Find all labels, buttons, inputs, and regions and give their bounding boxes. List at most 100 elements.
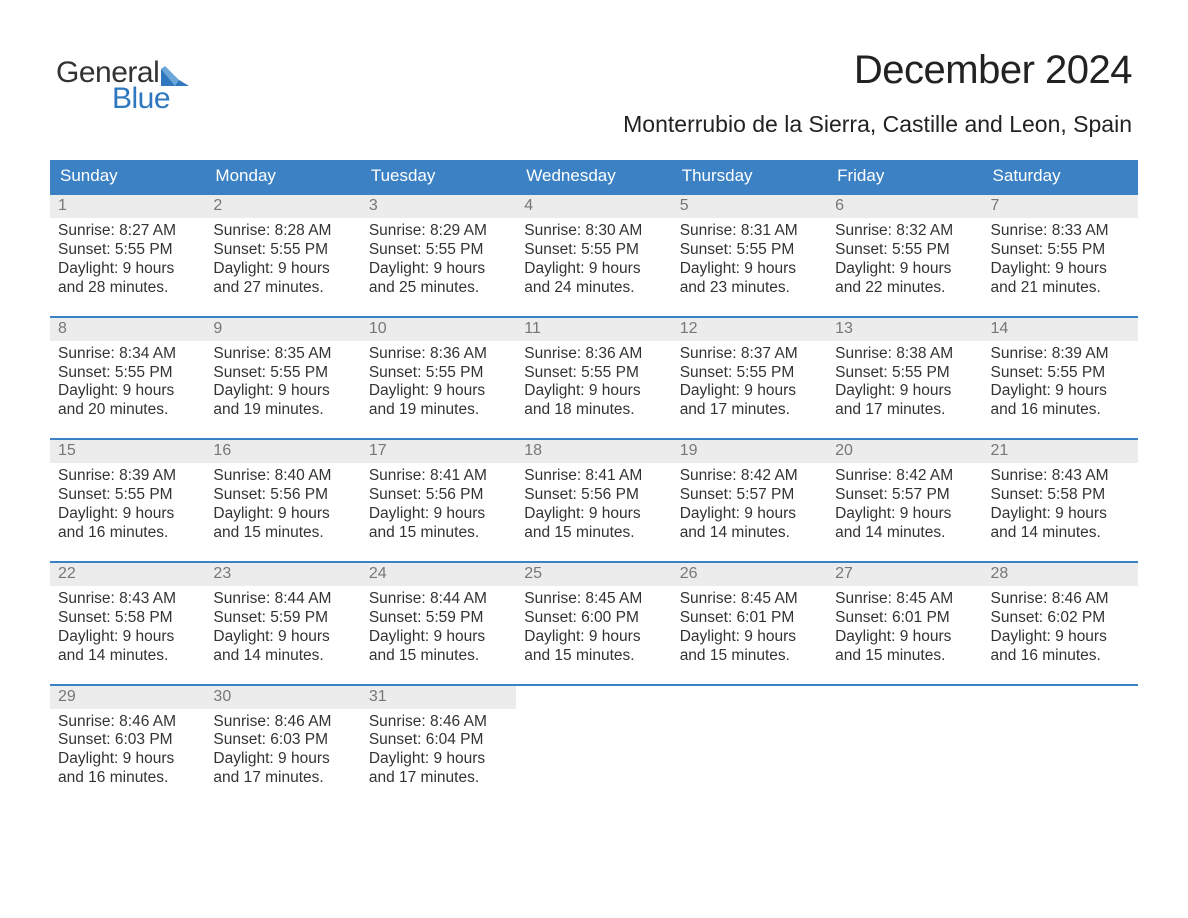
daylight-line-1: Daylight: 9 hours [58,628,197,647]
sunrise-line: Sunrise: 8:44 AM [369,590,508,609]
day-body: Sunrise: 8:33 AMSunset: 5:55 PMDaylight:… [983,218,1138,298]
calendar-day: 13Sunrise: 8:38 AMSunset: 5:55 PMDayligh… [827,318,982,421]
daylight-line-1: Daylight: 9 hours [213,628,352,647]
daylight-line-1: Daylight: 9 hours [58,750,197,769]
calendar-day: 21Sunrise: 8:43 AMSunset: 5:58 PMDayligh… [983,440,1138,543]
sunset-line: Sunset: 6:01 PM [835,609,974,628]
sunset-line: Sunset: 5:57 PM [680,486,819,505]
day-number: 3 [361,195,516,218]
sunrise-line: Sunrise: 8:42 AM [680,467,819,486]
daylight-line-1: Daylight: 9 hours [835,260,974,279]
calendar-day: 28Sunrise: 8:46 AMSunset: 6:02 PMDayligh… [983,563,1138,666]
daylight-line-1: Daylight: 9 hours [58,382,197,401]
day-number: 27 [827,563,982,586]
daylight-line-1: Daylight: 9 hours [680,628,819,647]
day-body: Sunrise: 8:46 AMSunset: 6:03 PMDaylight:… [50,709,205,789]
sunrise-line: Sunrise: 8:30 AM [524,222,663,241]
day-number: 18 [516,440,671,463]
sunrise-line: Sunrise: 8:27 AM [58,222,197,241]
day-number: 14 [983,318,1138,341]
daylight-line-2: and 15 minutes. [213,524,352,543]
daylight-line-2: and 21 minutes. [991,279,1130,298]
sunrise-line: Sunrise: 8:44 AM [213,590,352,609]
weekday-header: Saturday [983,160,1138,193]
page-title: December 2024 [623,48,1132,93]
daylight-line-1: Daylight: 9 hours [58,260,197,279]
sunset-line: Sunset: 6:00 PM [524,609,663,628]
daylight-line-1: Daylight: 9 hours [835,505,974,524]
day-body: Sunrise: 8:27 AMSunset: 5:55 PMDaylight:… [50,218,205,298]
calendar-day: 4Sunrise: 8:30 AMSunset: 5:55 PMDaylight… [516,195,671,298]
day-number: 20 [827,440,982,463]
daylight-line-2: and 15 minutes. [524,647,663,666]
daylight-line-1: Daylight: 9 hours [991,382,1130,401]
daylight-line-1: Daylight: 9 hours [213,505,352,524]
day-body: Sunrise: 8:38 AMSunset: 5:55 PMDaylight:… [827,341,982,421]
calendar-day: 23 Sunrise: 8:44 AMSunset: 5:59 PMDayligh… [205,563,360,666]
calendar-day: 20Sunrise: 8:42 AMSunset: 5:57 PMDayligh… [827,440,982,543]
daylight-line-2: and 18 minutes. [524,401,663,420]
sunrise-line: Sunrise: 8:38 AM [835,345,974,364]
sunrise-line: Sunrise: 8:35 AM [213,345,352,364]
sunrise-line: Sunrise: 8:45 AM [835,590,974,609]
day-number: . [672,686,827,709]
sunrise-line: Sunrise: 8:29 AM [369,222,508,241]
sunset-line: Sunset: 5:55 PM [680,241,819,260]
daylight-line-2: and 17 minutes. [369,769,508,788]
day-number: 23 [205,563,360,586]
daylight-line-2: and 17 minutes. [213,769,352,788]
day-body: Sunrise: 8:30 AMSunset: 5:55 PMDaylight:… [516,218,671,298]
calendar-week: 15Sunrise: 8:39 AMSunset: 5:55 PMDayligh… [50,438,1138,543]
calendar-day: 19Sunrise: 8:42 AMSunset: 5:57 PMDayligh… [672,440,827,543]
day-body: Sunrise: 8:34 AMSunset: 5:55 PMDaylight:… [50,341,205,421]
sunrise-line: Sunrise: 8:41 AM [369,467,508,486]
daylight-line-2: and 16 minutes. [58,769,197,788]
daylight-line-1: Daylight: 9 hours [680,382,819,401]
day-number: 13 [827,318,982,341]
brand-word-2: Blue [112,84,189,114]
calendar-day: 25Sunrise: 8:45 AMSunset: 6:00 PMDayligh… [516,563,671,666]
day-body: Sunrise: 8:45 AMSunset: 6:00 PMDaylight:… [516,586,671,666]
daylight-line-1: Daylight: 9 hours [524,260,663,279]
calendar-day: 29Sunrise: 8:46 AMSunset: 6:03 PMDayligh… [50,686,205,789]
calendar-week: 8Sunrise: 8:34 AMSunset: 5:55 PMDaylight… [50,316,1138,421]
daylight-line-2: and 27 minutes. [213,279,352,298]
sunrise-line: Sunrise: 8:33 AM [991,222,1130,241]
day-number: 2 [205,195,360,218]
day-body: Sunrise: 8:36 AMSunset: 5:55 PMDaylight:… [361,341,516,421]
sunset-line: Sunset: 6:04 PM [369,731,508,750]
sunset-line: Sunset: 6:03 PM [58,731,197,750]
weekday-header: Monday [205,160,360,193]
sunrise-line: Sunrise: 8:28 AM [213,222,352,241]
sunset-line: Sunset: 6:02 PM [991,609,1130,628]
day-number: . [516,686,671,709]
daylight-line-1: Daylight: 9 hours [680,260,819,279]
calendar-week: 1Sunrise: 8:27 AMSunset: 5:55 PMDaylight… [50,193,1138,298]
sunset-line: Sunset: 5:55 PM [835,241,974,260]
day-number: 17 [361,440,516,463]
daylight-line-2: and 19 minutes. [369,401,508,420]
page: General Blue December 2024 Monterrubio d… [0,0,1188,918]
sunrise-line: Sunrise: 8:37 AM [680,345,819,364]
calendar-day: 9Sunrise: 8:35 AMSunset: 5:55 PMDaylight… [205,318,360,421]
calendar-day: 5Sunrise: 8:31 AMSunset: 5:55 PMDaylight… [672,195,827,298]
daylight-line-2: and 15 minutes. [835,647,974,666]
sunset-line: Sunset: 5:59 PM [213,609,352,628]
daylight-line-2: and 15 minutes. [369,647,508,666]
calendar-day: 14Sunrise: 8:39 AMSunset: 5:55 PMDayligh… [983,318,1138,421]
calendar-day: ..... [827,686,982,789]
sunset-line: Sunset: 5:55 PM [991,241,1130,260]
sunrise-line: Sunrise: 8:36 AM [369,345,508,364]
daylight-line-2: and 15 minutes. [524,524,663,543]
day-body: Sunrise: 8:40 AMSunset: 5:56 PMDaylight:… [205,463,360,543]
daylight-line-2: and 19 minutes. [213,401,352,420]
daylight-line-1: Daylight: 9 hours [991,628,1130,647]
calendar-day: ..... [983,686,1138,789]
day-body: Sunrise: 8:42 AMSunset: 5:57 PMDaylight:… [827,463,982,543]
day-number: 7 [983,195,1138,218]
calendar-day: 12Sunrise: 8:37 AMSunset: 5:55 PMDayligh… [672,318,827,421]
calendar-day: 6Sunrise: 8:32 AMSunset: 5:55 PMDaylight… [827,195,982,298]
daylight-line-2: and 28 minutes. [58,279,197,298]
weekday-header: Thursday [672,160,827,193]
sunset-line: Sunset: 5:55 PM [835,364,974,383]
